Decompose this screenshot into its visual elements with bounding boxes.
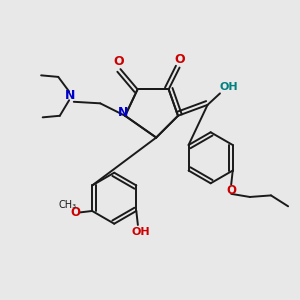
Text: N: N (117, 106, 128, 118)
Text: O: O (226, 184, 236, 196)
Text: N: N (64, 89, 75, 102)
Text: O: O (70, 206, 80, 219)
Text: OH: OH (131, 227, 150, 237)
Text: O: O (175, 53, 185, 66)
Text: CH₃: CH₃ (59, 200, 77, 210)
Text: OH: OH (219, 82, 238, 92)
Text: O: O (114, 55, 124, 68)
